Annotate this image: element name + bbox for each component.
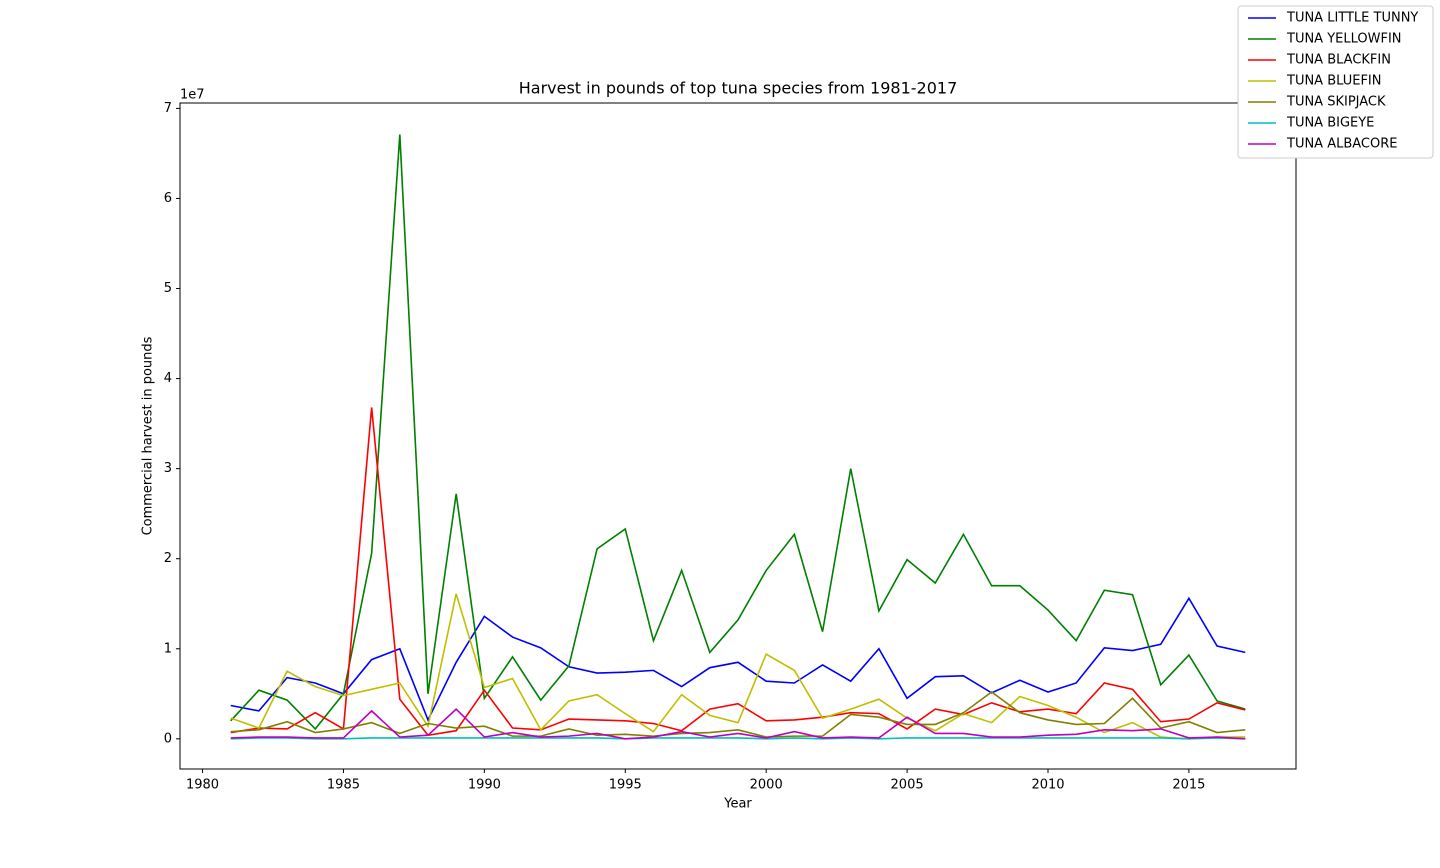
y-tick-label: 6 — [164, 191, 172, 206]
series-line — [230, 407, 1246, 737]
x-tick-label: 1995 — [609, 778, 642, 793]
x-axis-label: Year — [723, 797, 752, 812]
legend-label: TUNA BLUEFIN — [1286, 74, 1382, 89]
chart-title: Harvest in pounds of top tuna species fr… — [519, 79, 958, 98]
x-tick-label: 1985 — [327, 778, 360, 793]
x-tick-label: 2000 — [750, 778, 783, 793]
series-line — [230, 691, 1246, 738]
plot-frame — [179, 102, 1297, 770]
x-tick-label: 2010 — [1031, 778, 1064, 793]
legend-box — [1237, 5, 1434, 159]
series-line — [230, 593, 1246, 740]
y-tick-label: 2 — [164, 551, 172, 566]
x-tick-label: 2005 — [891, 778, 924, 793]
y-tick-label: 0 — [164, 731, 172, 746]
y-tick-label: 5 — [164, 281, 172, 296]
series-line — [230, 134, 1246, 731]
legend-label: TUNA BIGEYE — [1286, 116, 1374, 131]
y-axis-label: Commercial harvest in pounds — [141, 336, 156, 535]
y-tick-label: 4 — [164, 371, 172, 386]
series-line — [230, 708, 1246, 740]
x-tick-label: 1980 — [186, 778, 219, 793]
y-tick-label: 7 — [164, 101, 172, 116]
x-tick-label: 1990 — [468, 778, 501, 793]
legend-label: TUNA SKIPJACK — [1286, 95, 1386, 110]
legend-label: TUNA LITTLE TUNNY — [1286, 11, 1418, 26]
series-line — [230, 737, 1246, 740]
x-tick-label: 2015 — [1172, 778, 1205, 793]
legend-label: TUNA YELLOWFIN — [1286, 32, 1402, 47]
y-tick-label: 3 — [164, 461, 172, 476]
y-tick-label: 1 — [164, 641, 172, 656]
series-line — [230, 596, 1246, 722]
legend-label: TUNA ALBACORE — [1286, 137, 1397, 152]
legend-label: TUNA BLACKFIN — [1286, 53, 1391, 68]
y-offset-label: 1e7 — [180, 88, 205, 103]
